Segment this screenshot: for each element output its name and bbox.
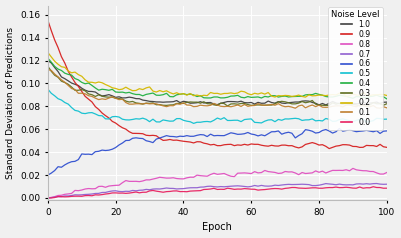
Y-axis label: Standard Deviation of Predictions: Standard Deviation of Predictions	[6, 27, 14, 179]
Legend: 1.0, 0.9, 0.8, 0.7, 0.6, 0.5, 0.4, 0.3, 0.2, 0.1, 0.0: 1.0, 0.9, 0.8, 0.7, 0.6, 0.5, 0.4, 0.3, …	[328, 7, 383, 130]
X-axis label: Epoch: Epoch	[203, 223, 232, 233]
